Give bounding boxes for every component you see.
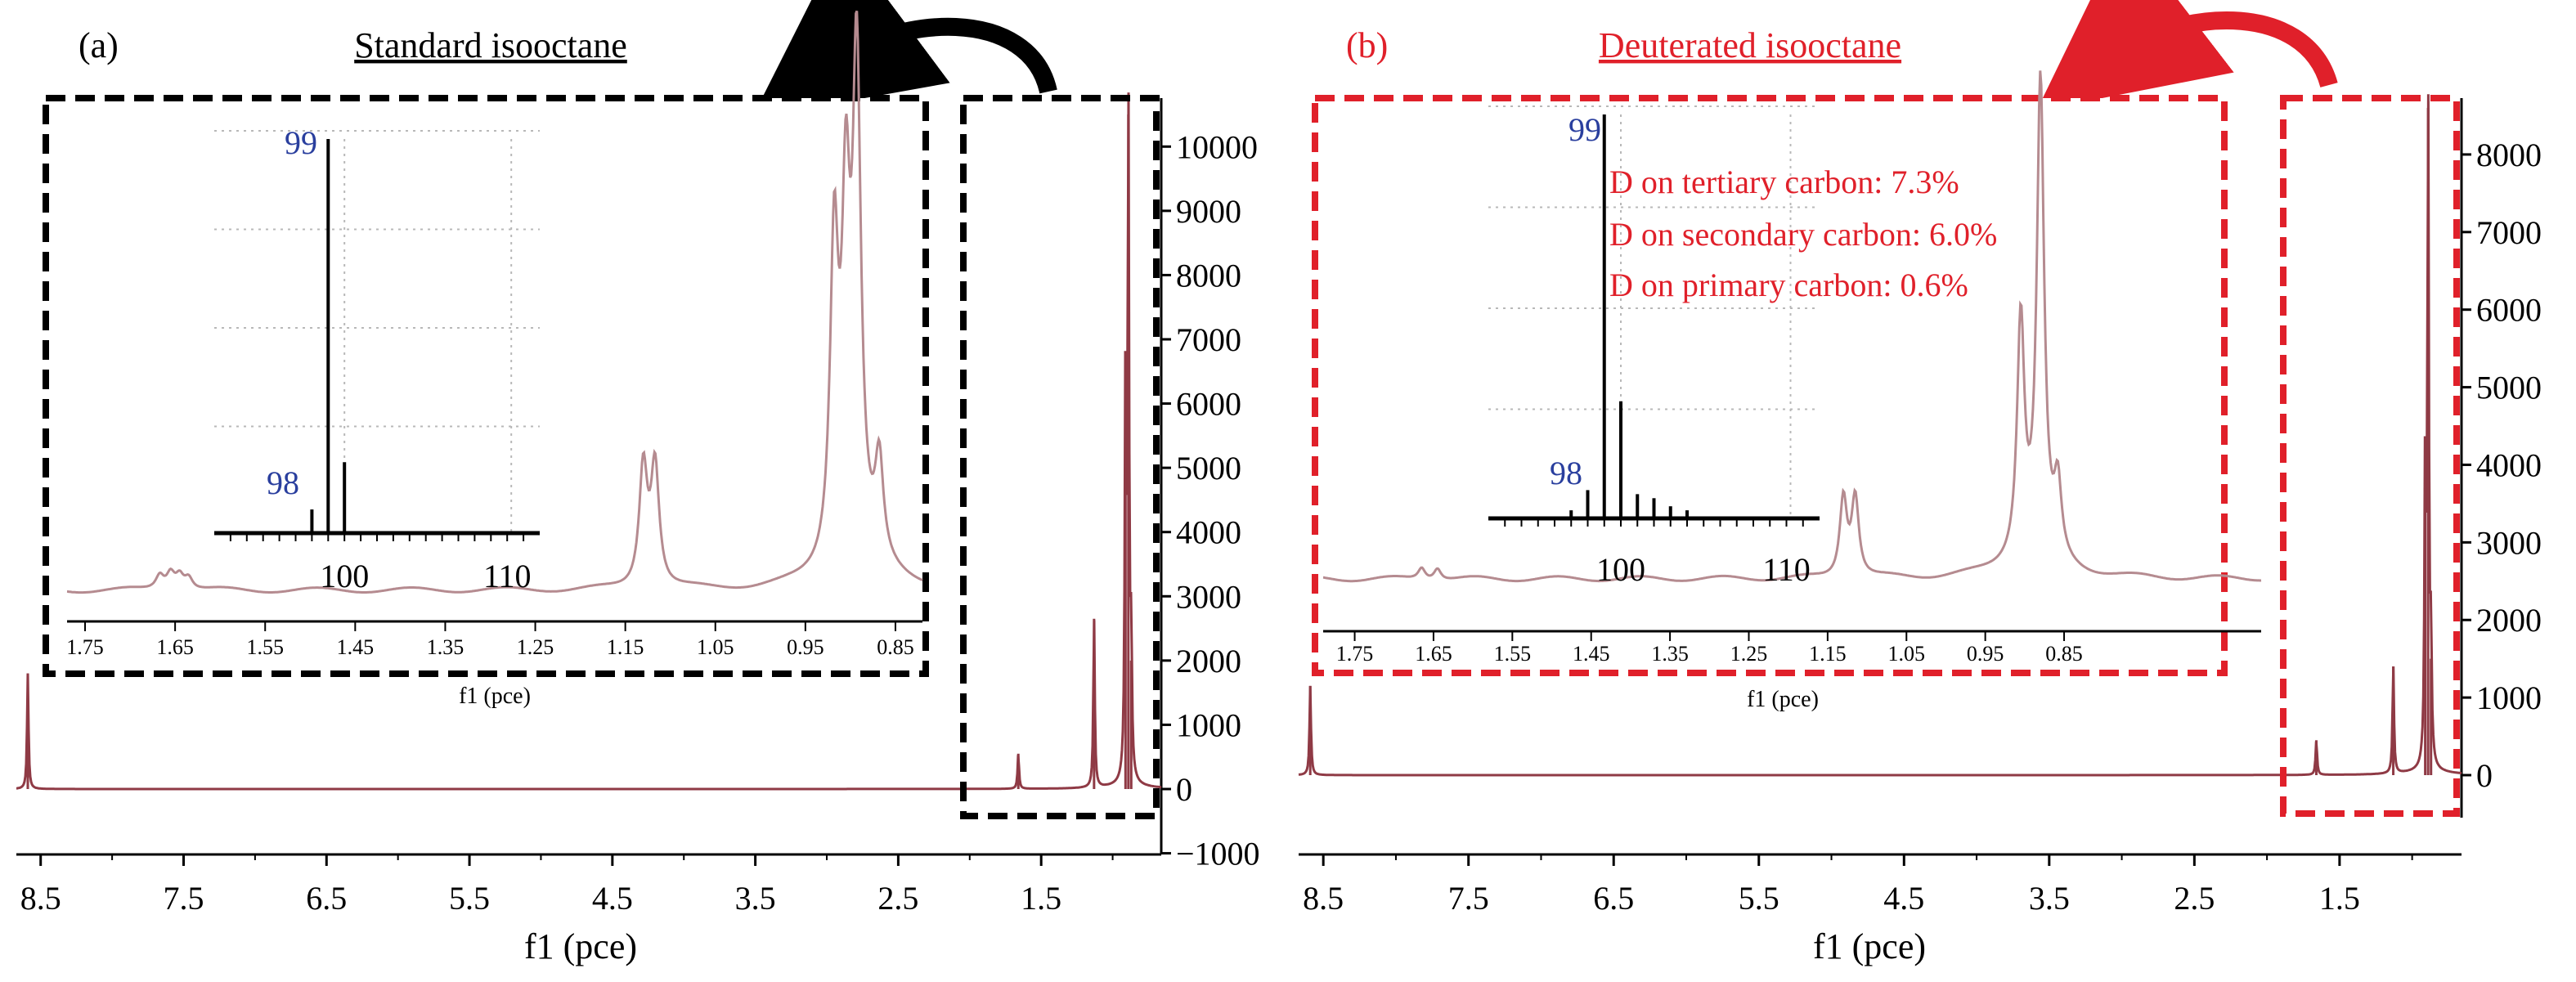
panel-b-y-tick-label: 4000 bbox=[2476, 446, 2542, 483]
panel-b-x-tick-label: 7.5 bbox=[1448, 880, 1489, 917]
panel-a-mass-x-tick-label: 110 bbox=[483, 558, 532, 594]
panel-a-zoom-x-tick-label: 0.95 bbox=[787, 635, 824, 659]
panel-b-zoom-spectrum-line bbox=[1322, 70, 2262, 583]
panel-a-zoom-x-ticks: 1.75 1.65 1.55 1.45 1.35 1.25 1.15 1.05 0.95 0.85 bbox=[66, 621, 914, 659]
panel-a-y-tick-label: 8000 bbox=[1176, 257, 1241, 294]
panel-b-zoom-x-axis-label: f1 (pce) bbox=[1747, 687, 1819, 712]
panel-b-zoom-x-tick-label: 0.85 bbox=[2045, 642, 2083, 666]
panel-a-y-tick-label: 7000 bbox=[1176, 321, 1241, 358]
panel-b-x-ticks: 8.5 7.5 6.5 5.5 4.5 3.5 2.5 1.5 bbox=[1303, 854, 2413, 917]
panel-b-y-tick-label: 0 bbox=[2476, 757, 2493, 794]
panel-a-zoom-x-tick-label: 1.65 bbox=[156, 635, 194, 659]
panel-b-mass-x-tick-label: 110 bbox=[1762, 551, 1811, 588]
panel-a-y-tick-label: 10000 bbox=[1176, 128, 1258, 165]
annotation-secondary-carbon: D on secondary carbon: 6.0% bbox=[1609, 216, 1997, 253]
panel-a-peaks bbox=[26, 114, 1133, 789]
panel-b-x-tick-label: 1.5 bbox=[2319, 880, 2360, 917]
panel-b-mass-label-99: 99 bbox=[1568, 111, 1601, 148]
panel-b-zoom-x-tick-label: 1.45 bbox=[1573, 642, 1610, 666]
panel-a-zoom-x-tick-label: 0.85 bbox=[877, 635, 914, 659]
panel-a-y-tick-label: 1000 bbox=[1176, 706, 1241, 743]
panel-a-y-tick-label: 4000 bbox=[1176, 514, 1241, 551]
panel-a-zoom-x-tick-label: 1.55 bbox=[246, 635, 284, 659]
panel-b-y-tick-label: 1000 bbox=[2476, 679, 2542, 716]
panel-a-mass-label-98: 98 bbox=[267, 464, 299, 501]
panel-b-zoom-x-tick-label: 1.55 bbox=[1494, 642, 1532, 666]
panel-b-y-ticks: 0 1000 2000 3000 4000 5000 6000 7000 8000 bbox=[2462, 137, 2542, 794]
panel-b-title: Deuterated isooctane bbox=[1599, 25, 1901, 65]
panel-a-mass-x-tick-label: 100 bbox=[320, 558, 369, 594]
panel-a-x-tick-label: 4.5 bbox=[592, 880, 633, 917]
panel-b-zoom-inset-box bbox=[1312, 95, 2228, 676]
annotation-tertiary-carbon: D on tertiary carbon: 7.3% bbox=[1609, 164, 1959, 200]
panel-a-y-tick-label: 9000 bbox=[1176, 193, 1241, 230]
panel-a-title: Standard isooctane bbox=[354, 25, 627, 65]
panel-a-zoom-arrow bbox=[752, 0, 1057, 119]
panel-a-x-axis-label: f1 (pce) bbox=[524, 926, 637, 966]
panel-b-y-tick-label: 2000 bbox=[2476, 602, 2542, 639]
panel-b-peaks bbox=[1308, 108, 2433, 775]
panel-b-zoom-x-tick-label: 1.35 bbox=[1651, 642, 1689, 666]
panel-b-x-tick-label: 2.5 bbox=[2174, 880, 2215, 917]
panel-b-mass-x-tick-label: 100 bbox=[1596, 551, 1645, 588]
panel-a-zoom-region-box bbox=[960, 95, 1160, 819]
panel-b-x-axis-label: f1 (pce) bbox=[1813, 926, 1926, 966]
panel-a-y-tick-label: −1000 bbox=[1176, 836, 1260, 872]
panel-a-zoom-x-tick-label: 1.05 bbox=[697, 635, 734, 659]
panel-b-zoom-x-tick-label: 1.75 bbox=[1336, 642, 1374, 666]
panel-b: (b) Deuterated isooctane 8.5 7.5 6.5 5.5 4.5… bbox=[1298, 0, 2542, 966]
panel-a-x-ticks: 8.5 7.5 6.5 5.5 4.5 3.5 2.5 1.5 bbox=[20, 854, 1114, 917]
panel-a-mass-label-99: 99 bbox=[285, 124, 317, 161]
panel-a-zoom-x-tick-label: 1.25 bbox=[517, 635, 554, 659]
panel-a-zoom-x-tick-label: 1.15 bbox=[607, 635, 644, 659]
panel-b-zoom-x-tick-label: 1.25 bbox=[1730, 642, 1768, 666]
panel-a-y-tick-label: 0 bbox=[1176, 771, 1192, 808]
panel-b-y-tick-label: 7000 bbox=[2476, 214, 2542, 251]
panel-a-x-tick-label: 3.5 bbox=[735, 880, 776, 917]
panel-a-mass-spectrum-inset: 100 110 99 98 bbox=[214, 124, 540, 594]
panel-a-y-tick-label: 3000 bbox=[1176, 578, 1241, 615]
panel-b-zoom-x-tick-label: 1.05 bbox=[1888, 642, 1926, 666]
panel-b-zoom-x-tick-label: 1.65 bbox=[1415, 642, 1452, 666]
panel-a-zoom-x-tick-label: 1.45 bbox=[337, 635, 375, 659]
panel-a-zoom-x-tick-label: 1.35 bbox=[427, 635, 464, 659]
panel-a-x-tick-label: 7.5 bbox=[163, 880, 204, 917]
panel-a-label: (a) bbox=[79, 25, 119, 65]
panel-a-x-tick-label: 6.5 bbox=[306, 880, 347, 917]
panel-a-y-tick-label: 2000 bbox=[1176, 643, 1241, 679]
panel-b-spectrum-line bbox=[1298, 94, 2462, 777]
panel-a-zoom-x-axis-label: f1 (pce) bbox=[459, 684, 531, 709]
panel-b-zoom-x-tick-label: 0.95 bbox=[1967, 642, 2004, 666]
panel-b-mass-spectrum-inset: 100 110 99 98 bbox=[1488, 105, 1820, 588]
panel-b-y-tick-label: 5000 bbox=[2476, 370, 2542, 406]
annotation-primary-carbon: D on primary carbon: 0.6% bbox=[1609, 267, 1968, 303]
panel-a-x-tick-label: 8.5 bbox=[20, 880, 61, 917]
panel-a-y-ticks: −1000 0 1000 2000 3000 4000 5000 6000 7000 8000 90… bbox=[1161, 128, 1260, 872]
panel-b-y-tick-label: 6000 bbox=[2476, 292, 2542, 329]
panel-b-deuteration-annotations: D on tertiary carbon: 7.3% D on secondar… bbox=[1609, 164, 1997, 303]
panel-b-x-tick-label: 8.5 bbox=[1303, 880, 1344, 917]
panel-b-zoom-x-tick-label: 1.15 bbox=[1809, 642, 1847, 666]
panel-b-zoom-region-box bbox=[2280, 95, 2460, 817]
panel-b-mass-label-98: 98 bbox=[1550, 455, 1582, 491]
panel-a-spectrum-line bbox=[16, 92, 1162, 791]
panel-a-x-tick-label: 1.5 bbox=[1021, 880, 1061, 917]
panel-b-zoom-arrow bbox=[2036, 0, 2338, 111]
panel-a: (a) Standard isooctane 8.5 7.5 6.5 5.5 4.5 3.… bbox=[16, 0, 1260, 966]
panel-a-zoom-x-tick-label: 1.75 bbox=[66, 635, 104, 659]
panel-a-x-tick-label: 5.5 bbox=[449, 880, 490, 917]
panel-b-x-tick-label: 5.5 bbox=[1739, 880, 1779, 917]
panel-b-zoom-x-ticks: 1.75 1.65 1.55 1.45 1.35 1.25 1.15 1.05 0.95 0.85 bbox=[1336, 631, 2083, 666]
panel-a-y-tick-label: 5000 bbox=[1176, 450, 1241, 487]
panel-a-x-tick-label: 2.5 bbox=[877, 880, 918, 917]
panel-b-y-tick-label: 3000 bbox=[2476, 524, 2542, 561]
panel-b-x-tick-label: 4.5 bbox=[1883, 880, 1924, 917]
panel-b-x-tick-label: 6.5 bbox=[1593, 880, 1634, 917]
panel-a-zoom-spectrum-line bbox=[66, 10, 923, 594]
panel-b-label: (b) bbox=[1346, 25, 1388, 65]
panel-b-y-tick-label: 8000 bbox=[2476, 137, 2542, 173]
panel-a-y-tick-label: 6000 bbox=[1176, 386, 1241, 423]
panel-b-x-tick-label: 3.5 bbox=[2029, 880, 2070, 917]
